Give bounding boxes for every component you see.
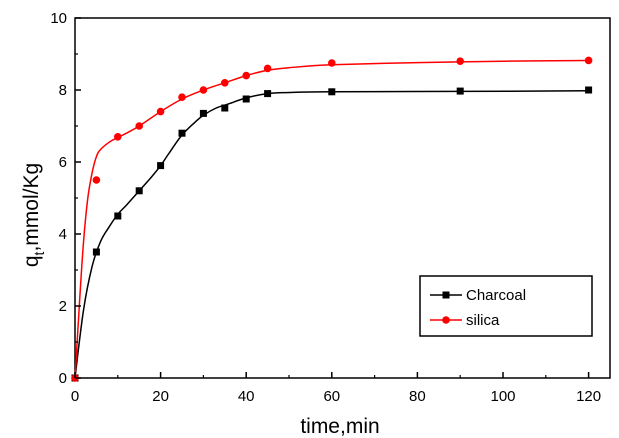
data-point-silica	[156, 107, 165, 116]
x-tick-label: 120	[576, 388, 601, 405]
data-point-charcoal	[92, 248, 100, 256]
y-axis-title-rest: ,mmol/Kg	[20, 163, 43, 252]
y-tick-label: 10	[50, 10, 67, 27]
data-point-charcoal	[178, 129, 186, 137]
x-tick-label: 20	[152, 388, 169, 405]
legend-label-charcoal: Charcoal	[466, 287, 526, 304]
legend-marker-charcoal	[442, 291, 450, 299]
data-point-charcoal	[221, 104, 229, 112]
data-point-silica	[242, 71, 250, 80]
data-point-charcoal	[264, 90, 272, 98]
data-point-charcoal	[585, 86, 593, 94]
legend: Charcoal silica	[419, 275, 593, 337]
legend-marker-silica	[442, 316, 450, 324]
data-point-charcoal	[157, 162, 165, 170]
axis-ticks: 0 20 40 60 80 100 120 0 2 4 6 8 10	[50, 10, 601, 405]
y-tick-label: 6	[59, 154, 67, 171]
data-point-charcoal	[114, 212, 122, 220]
y-tick-label: 8	[59, 82, 67, 99]
data-point-silica	[263, 64, 272, 73]
y-tick-label: 4	[59, 226, 67, 243]
y-axis-title: qt,mmol/Kg	[20, 163, 47, 267]
x-tick-label: 60	[323, 388, 340, 405]
y-tick-label: 0	[59, 370, 67, 387]
x-tick-label: 40	[238, 388, 255, 405]
data-point-charcoal	[328, 88, 336, 96]
y-axis-title-subscript: t	[31, 251, 47, 255]
data-point-charcoal	[242, 95, 250, 103]
y-tick-label: 2	[59, 298, 67, 315]
data-point-silica	[114, 133, 122, 141]
x-tick-label: 100	[490, 388, 515, 405]
data-point-charcoal	[456, 87, 464, 95]
data-point-silica	[135, 122, 143, 130]
x-tick-label: 0	[71, 388, 79, 405]
data-point-charcoal	[199, 109, 207, 117]
y-axis-title-main: q	[20, 255, 43, 267]
x-axis-title: time,min	[300, 415, 379, 438]
data-point-silica	[221, 79, 229, 87]
data-point-silica	[199, 86, 208, 94]
legend-label-silica: silica	[466, 312, 500, 329]
data-markers	[71, 56, 593, 382]
x-tick-label: 80	[409, 388, 426, 405]
data-point-silica	[178, 93, 186, 101]
data-point-charcoal	[135, 187, 143, 195]
data-point-silica	[92, 176, 101, 184]
data-point-silica	[584, 56, 593, 65]
data-point-silica	[456, 57, 465, 65]
legend-box	[419, 275, 593, 337]
data-point-silica	[328, 59, 336, 67]
